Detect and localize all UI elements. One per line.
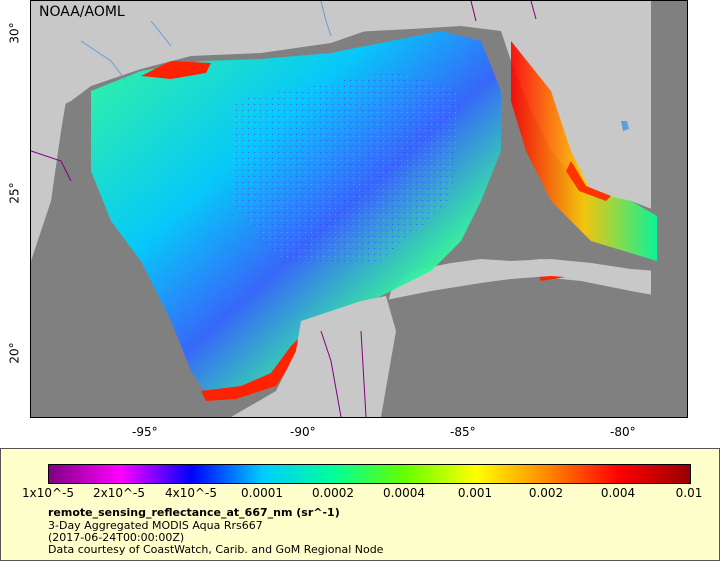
florida-coast-high	[566, 161, 611, 201]
lat-label-30: 30°	[7, 22, 22, 44]
atlantic-strip	[651, 1, 687, 417]
colorbar-tick-label: 1x10^-5	[21, 486, 75, 500]
legend-title: remote_sensing_reflectance_at_667_nm (sr…	[48, 506, 340, 519]
guatemala-border	[320, 330, 342, 417]
colorbar-tick-label: 2x10^-5	[92, 486, 146, 500]
colorbar-tick-label: 0.0004	[383, 486, 425, 500]
legend-dataset: 3-Day Aggregated MODIS Aqua Rrs667	[48, 519, 263, 532]
texas-river	[80, 20, 172, 82]
lat-label-20: 20°	[7, 342, 22, 364]
louisiana-coast-high	[141, 61, 211, 79]
watermark-text: NOAA/AOML	[39, 4, 125, 20]
florida-land	[551, 1, 651, 191]
colorbar-tick-label: 0.004	[600, 486, 636, 500]
colorbar-tick-label: 0.001	[457, 486, 493, 500]
lon-label-85: -85°	[450, 425, 476, 439]
legend-credit: Data courtesy of CoastWatch, Carib. and …	[48, 543, 384, 556]
reflectance-speckle	[231, 71, 461, 261]
colorbar-tick-label: 0.002	[528, 486, 564, 500]
legend-date: (2017-06-24T00:00:00Z)	[48, 531, 185, 544]
us-gulf-land	[31, 1, 551, 121]
mississippi-river	[320, 1, 332, 37]
yucatan-land	[231, 296, 396, 417]
map-canvas	[31, 1, 687, 417]
colorbar-tick-label: 0.01	[675, 486, 703, 500]
colorbar-tick-label: 0.0001	[241, 486, 283, 500]
florida-lake	[621, 121, 629, 131]
map-panel: NOAA/AOML	[30, 0, 688, 418]
us-mexico-border	[31, 150, 72, 182]
colorbar	[48, 464, 691, 484]
lon-label-90: -90°	[290, 425, 316, 439]
mexico-coast-high	[201, 336, 301, 401]
lon-label-95: -95°	[132, 425, 158, 439]
caribbean-nodata	[351, 276, 687, 417]
colorbar-tick-label: 4x10^-5	[164, 486, 218, 500]
cuba-land	[461, 259, 651, 286]
colorbar-tick-label: 0.0002	[312, 486, 354, 500]
florida-shelf-data	[511, 41, 657, 261]
us-state-border	[470, 1, 537, 22]
lat-label-25: 25°	[7, 182, 22, 204]
legend-panel: 1x10^-5 2x10^-5 4x10^-5 0.0001 0.0002 0.…	[0, 448, 720, 561]
lon-label-80: -80°	[610, 425, 636, 439]
belize-border	[360, 330, 367, 417]
